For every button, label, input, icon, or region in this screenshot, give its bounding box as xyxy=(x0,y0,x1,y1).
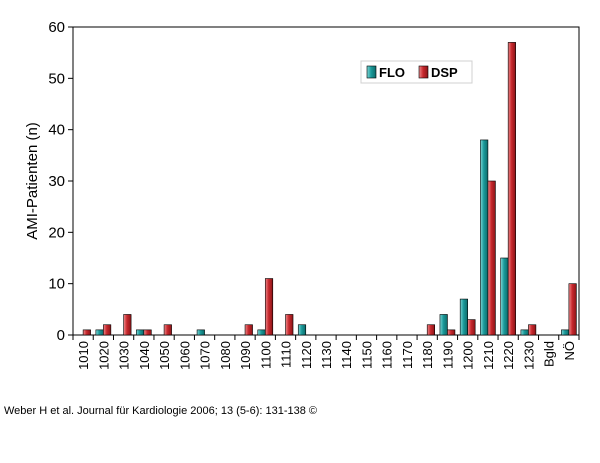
x-tick-label: 1150 xyxy=(359,341,374,369)
bars xyxy=(82,42,577,336)
bar-dsp xyxy=(426,324,436,336)
bar-flo xyxy=(561,329,570,336)
bar-flo xyxy=(500,257,509,336)
bar-flo xyxy=(297,324,307,336)
bar-dsp xyxy=(568,283,577,336)
bar-dsp xyxy=(82,329,91,336)
legend: FLO DSP xyxy=(360,60,473,84)
bar-flo xyxy=(136,329,145,336)
x-tick-label: 1210 xyxy=(481,341,496,370)
bar-dsp xyxy=(447,329,456,336)
x-tick-label: 1140 xyxy=(339,341,354,369)
legend-swatch-flo xyxy=(366,65,377,79)
bar-dsp xyxy=(285,314,294,336)
x-tick-label: 1200 xyxy=(461,341,476,370)
bar-dsp xyxy=(123,314,132,336)
y-tick-label: 10 xyxy=(48,276,65,293)
legend-label-flo: FLO xyxy=(379,65,405,80)
bar-flo xyxy=(95,329,104,336)
x-tick-label: 1100 xyxy=(258,341,273,369)
x-tick-label: 1010 xyxy=(76,341,91,370)
x-tick-label: 1070 xyxy=(198,341,213,370)
x-tick-label: 1160 xyxy=(380,341,395,369)
y-tick-label: 20 xyxy=(48,224,65,241)
x-tick-label: 1120 xyxy=(299,341,314,369)
bar-flo xyxy=(439,314,448,336)
x-tick-label: 1170 xyxy=(400,341,415,369)
legend-label-dsp: DSP xyxy=(431,65,458,80)
bar-dsp xyxy=(507,42,516,336)
y-tick-label: 0 xyxy=(57,327,65,344)
x-tick-label: 1190 xyxy=(440,341,455,369)
bar-flo xyxy=(480,139,489,336)
source-citation: Weber H et al. Journal für Kardiologie 2… xyxy=(4,405,318,417)
x-tick-label: Bgld xyxy=(542,341,557,367)
x-tick-label: 1090 xyxy=(238,341,253,370)
bar-dsp xyxy=(264,278,274,336)
bar-dsp xyxy=(487,180,496,336)
x-tick-label: 1110 xyxy=(279,341,294,368)
bar-dsp xyxy=(244,324,253,336)
bar-dsp xyxy=(528,324,537,336)
x-tick-label: 1040 xyxy=(137,341,152,370)
y-tick-label: 30 xyxy=(48,173,65,190)
x-tick-label: 1180 xyxy=(420,341,435,369)
x-tick-label: 1020 xyxy=(96,341,111,370)
x-tick-label: 1220 xyxy=(501,341,516,370)
y-axis-label: AMI-Patienten (n) xyxy=(24,122,41,240)
x-tick-label: 1060 xyxy=(177,341,192,370)
bar-flo xyxy=(196,329,205,336)
bar-dsp xyxy=(143,329,152,336)
bar-flo xyxy=(459,298,468,336)
bar-dsp xyxy=(467,319,476,336)
y-tick-label: 60 xyxy=(48,19,65,36)
y-tick-label: 50 xyxy=(48,70,65,87)
x-tick-label: 1230 xyxy=(521,341,536,370)
y-axis: 0 10 20 30 40 50 60 xyxy=(48,19,73,344)
x-tick-label: NÖ xyxy=(562,341,577,361)
x-tick-label: 1050 xyxy=(157,341,172,370)
bar-dsp xyxy=(103,324,112,336)
bar-flo xyxy=(520,329,529,336)
x-tick-label: 1080 xyxy=(218,341,233,370)
x-tick-label: 1030 xyxy=(117,341,132,370)
legend-box xyxy=(360,60,473,84)
x-axis: 1010 1020 1030 1040 1050 1060 1070 1080 1090 1100… xyxy=(72,335,580,370)
x-tick-label: 1130 xyxy=(319,341,334,369)
legend-swatch-dsp xyxy=(418,65,429,79)
bar-dsp xyxy=(163,324,172,336)
y-tick-label: 40 xyxy=(48,122,65,139)
bar-flo xyxy=(257,329,266,336)
